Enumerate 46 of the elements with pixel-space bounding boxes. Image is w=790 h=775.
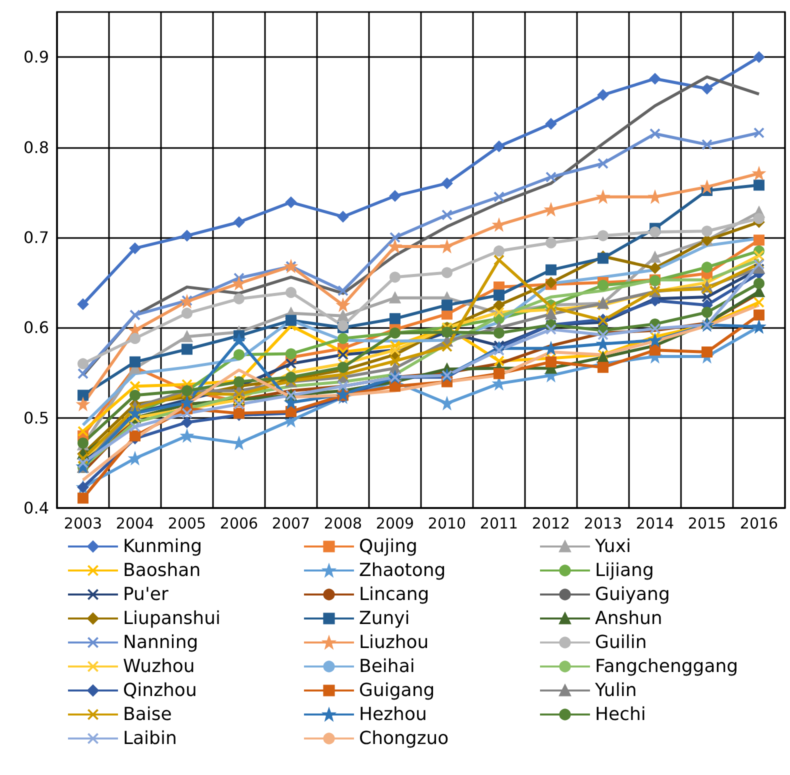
- x-tick-label: 2007: [272, 514, 310, 532]
- legend-label: Chongzuo: [359, 728, 449, 749]
- x-tick-label: 2015: [688, 514, 726, 532]
- legend-label: Kunming: [123, 536, 202, 557]
- legend-label: Liuzhou: [359, 632, 429, 653]
- y-tick-label: 0.9: [24, 48, 49, 67]
- legend-label: Hechi: [595, 704, 646, 725]
- x-tick-label: 2004: [116, 514, 154, 532]
- legend-label: Hezhou: [359, 704, 427, 725]
- x-tick-label: 2013: [584, 514, 622, 532]
- legend-label: Zhaotong: [359, 560, 446, 581]
- legend-label: Qujing: [359, 536, 418, 557]
- x-tick-label: 2008: [324, 514, 362, 532]
- legend-label: Beihai: [359, 656, 415, 677]
- x-tick-label: 2010: [428, 514, 466, 532]
- x-tick-label: 2009: [376, 514, 414, 532]
- legend-label: Pu'er: [123, 584, 169, 605]
- legend-label: Yulin: [594, 680, 637, 701]
- x-tick-label: 2006: [220, 514, 258, 532]
- legend-label: Guigang: [359, 680, 435, 701]
- y-tick-label: 0.8: [24, 138, 49, 157]
- legend-label: Lincang: [359, 584, 430, 605]
- y-tick-label: 0.7: [24, 228, 49, 247]
- legend-label: Liupanshui: [123, 608, 220, 629]
- legend-label: Yuxi: [594, 536, 631, 557]
- x-tick-label: 2012: [532, 514, 570, 532]
- x-tick-label: 2014: [636, 514, 674, 532]
- legend-label: Qinzhou: [123, 680, 197, 701]
- x-tick-label: 2011: [480, 514, 518, 532]
- x-tick-label: 2016: [740, 514, 778, 532]
- y-tick-label: 0.6: [24, 318, 49, 338]
- legend-label: Baise: [123, 704, 172, 725]
- y-tick-label: 0.5: [24, 408, 49, 428]
- legend-label: Nanning: [123, 632, 198, 653]
- legend-label: Lijiang: [595, 560, 654, 581]
- legend-label: Wuzhou: [123, 656, 195, 677]
- y-tick-label: 0.4: [24, 498, 49, 518]
- legend-label: Guilin: [595, 632, 647, 653]
- legend-label: Guiyang: [595, 584, 670, 605]
- legend-label: Laibin: [123, 728, 177, 749]
- x-tick-label: 2005: [168, 514, 206, 532]
- legend-label: Anshun: [595, 608, 662, 629]
- legend-label: Baoshan: [123, 560, 201, 581]
- legend-label: Fangchenggang: [595, 656, 738, 677]
- x-tick-label: 2003: [64, 514, 102, 532]
- legend-label: Zunyi: [359, 608, 410, 629]
